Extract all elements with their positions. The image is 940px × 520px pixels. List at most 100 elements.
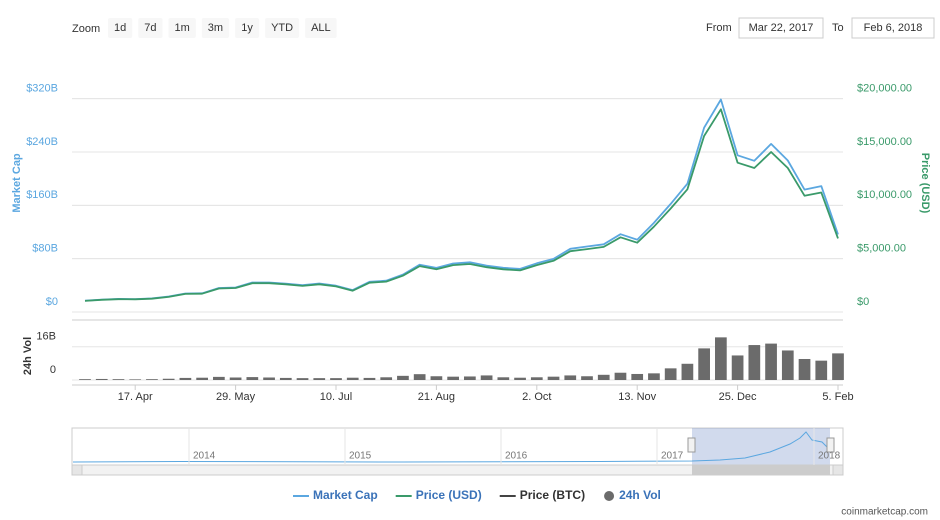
- volume-bar: [179, 377, 192, 380]
- legend-label[interactable]: 24h Vol: [619, 488, 661, 502]
- volume-bar: [447, 376, 459, 380]
- x-tick-label: 13. Nov: [618, 391, 656, 403]
- y2-tick-label: $10,000.00: [857, 189, 912, 201]
- legend-label[interactable]: Market Cap: [313, 488, 378, 502]
- to-label: To: [832, 22, 844, 34]
- navigator-year: 2018: [818, 451, 841, 462]
- volume-bar: [79, 379, 91, 380]
- volume-bar: [213, 376, 225, 380]
- volume-bar: [514, 377, 526, 380]
- volume-bar: [715, 337, 727, 380]
- volume-bar: [497, 377, 510, 380]
- zoom-button-label: ALL: [311, 22, 331, 34]
- to-date: Feb 6, 2018: [864, 22, 923, 34]
- volume-bar: [112, 379, 125, 380]
- y2-tick-label: $5,000.00: [857, 243, 906, 255]
- navigator-year: 2016: [505, 451, 528, 462]
- navigator-year: 2017: [661, 451, 684, 462]
- x-tick-label: 29. May: [216, 391, 256, 403]
- x-tick-label: 10. Jul: [320, 391, 352, 403]
- volume-bar: [464, 376, 476, 380]
- navigator-handle[interactable]: [687, 437, 696, 453]
- zoom-button[interactable]: [305, 18, 337, 38]
- y-tick-label: $160B: [26, 189, 58, 201]
- volume-bar: [263, 377, 275, 380]
- legend-label[interactable]: Price (BTC): [520, 488, 585, 502]
- y-tick-label: $80B: [32, 243, 58, 255]
- volume-bar: [681, 363, 694, 380]
- y-axis-title: Market Cap: [11, 153, 23, 213]
- zoom-button-label: YTD: [271, 22, 293, 34]
- zoom-button-label: 1d: [114, 22, 126, 34]
- volume-bar: [581, 376, 593, 380]
- from-label: From: [706, 22, 732, 34]
- zoom-button[interactable]: [108, 18, 133, 38]
- vol-axis-title: 24h Vol: [22, 337, 34, 375]
- zoom-button[interactable]: [138, 18, 163, 38]
- volume-bar: [614, 372, 627, 380]
- scroll-right[interactable]: [832, 464, 844, 476]
- volume-bar: [815, 360, 828, 380]
- volume-bar: [731, 355, 744, 380]
- x-tick-label: 17. Apr: [118, 391, 153, 403]
- volume-bar: [597, 374, 610, 380]
- y2-axis-title: Price (USD): [919, 153, 931, 214]
- volume-bar: [748, 345, 761, 380]
- volume-bar: [346, 377, 359, 380]
- zoom-button[interactable]: [265, 18, 300, 38]
- volume-bar: [547, 376, 560, 380]
- zoom-button-label: 1y: [241, 22, 253, 34]
- volume-bar: [798, 358, 811, 380]
- navigator-year: 2015: [349, 451, 372, 462]
- y2-tick-label: $0: [857, 296, 869, 308]
- volume-bar: [648, 373, 660, 380]
- scroll-left[interactable]: [71, 464, 83, 476]
- x-tick-label: 5. Feb: [822, 391, 853, 403]
- from-input[interactable]: [738, 17, 824, 39]
- navigator-selection[interactable]: [692, 428, 830, 465]
- volume-bar: [279, 377, 292, 380]
- volume-bar: [246, 377, 259, 380]
- series-line: [84, 108, 839, 302]
- volume-bar: [564, 375, 577, 380]
- y2-tick-label: $15,000.00: [857, 136, 912, 148]
- series-line: [84, 98, 839, 302]
- volume-bar: [95, 378, 108, 380]
- volume-bar: [363, 377, 376, 380]
- zoom-label: Zoom: [72, 23, 100, 35]
- legend-label[interactable]: Price (USD): [416, 488, 482, 502]
- volume-bar: [781, 350, 794, 380]
- zoom-button[interactable]: [201, 18, 230, 38]
- volume-bar: [162, 378, 175, 380]
- volume-bar: [380, 377, 393, 380]
- to-input[interactable]: [851, 17, 935, 39]
- zoom-button[interactable]: [235, 18, 260, 38]
- volume-bar: [631, 373, 644, 380]
- volume-bar: [664, 368, 677, 380]
- from-date: Mar 22, 2017: [749, 22, 814, 34]
- volume-bar: [196, 377, 208, 380]
- vol_y-tick-label: 16B: [36, 331, 56, 343]
- volume-bar: [229, 377, 242, 380]
- scrollbar-thumb[interactable]: [692, 465, 830, 475]
- vol_y-tick-label: 0: [50, 364, 56, 376]
- x-tick-label: 21. Aug: [418, 391, 455, 403]
- volume-bar: [129, 379, 142, 380]
- volume-bar: [330, 378, 342, 380]
- y-tick-label: $320B: [26, 83, 58, 95]
- volume-bar: [313, 378, 326, 380]
- zoom-button-label: 1m: [175, 22, 190, 34]
- volume-bar: [146, 379, 158, 380]
- x-tick-label: 2. Oct: [522, 391, 551, 403]
- x-tick-label: 25. Dec: [719, 391, 757, 403]
- navigator-handle[interactable]: [826, 437, 835, 453]
- navigator-line: [72, 431, 831, 463]
- volume-bar: [397, 375, 409, 380]
- legend-marker: [604, 491, 615, 501]
- volume-bar: [296, 378, 309, 380]
- zoom-button[interactable]: [168, 18, 196, 38]
- volume-bar: [480, 375, 493, 380]
- zoom-button-label: 3m: [208, 22, 223, 34]
